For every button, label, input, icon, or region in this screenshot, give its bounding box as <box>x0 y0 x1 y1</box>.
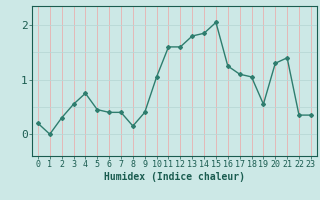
X-axis label: Humidex (Indice chaleur): Humidex (Indice chaleur) <box>104 172 245 182</box>
